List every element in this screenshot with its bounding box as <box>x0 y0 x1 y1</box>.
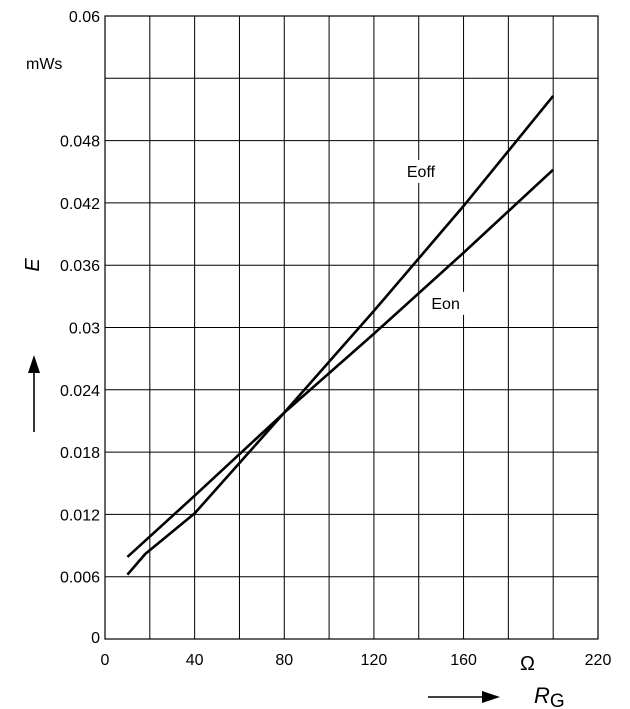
y-tick-label: 0 <box>91 630 100 647</box>
x-tick-labels: 0 40 80 120 160 220 <box>101 652 612 669</box>
y-tick-label: 0.042 <box>60 196 100 213</box>
y-tick-label: 0.006 <box>60 570 100 587</box>
y-tick-label: 0.06 <box>69 9 100 26</box>
series-label-eoff: Eoff <box>407 164 436 181</box>
y-tick-label: 0.012 <box>60 507 100 524</box>
x-axis-label-main: R <box>534 683 550 708</box>
grid <box>104 15 599 640</box>
series-group <box>126 95 555 576</box>
series-label-eon: Eon <box>431 296 459 313</box>
series-line-eoff <box>126 95 555 576</box>
series-label-background <box>393 159 448 183</box>
plot-frame <box>104 15 599 640</box>
y-tick-label: 0.048 <box>60 134 100 151</box>
x-axis-arrow <box>428 691 500 703</box>
y-tick-label: 0.03 <box>69 321 100 338</box>
x-axis-label-subscript: G <box>550 691 565 709</box>
y-axis-label: E <box>22 258 44 272</box>
x-tick-label: 220 <box>585 652 612 669</box>
x-axis-label: RG <box>534 683 565 709</box>
x-tick-label: 120 <box>361 652 388 669</box>
x-axis-unit: Ω <box>520 653 535 675</box>
y-axis-unit: mWs <box>26 56 62 73</box>
series-line-eon <box>126 168 555 558</box>
y-tick-label: 0.018 <box>60 445 100 462</box>
series-label-background <box>423 291 468 315</box>
y-tick-label: 0.024 <box>60 383 100 400</box>
y-tick-labels: 0 0.006 0.012 0.018 0.024 0.03 0.036 0.042 0.048… <box>60 9 100 647</box>
x-tick-label: 160 <box>450 652 477 669</box>
y-axis-arrow <box>28 355 40 432</box>
x-tick-label: 40 <box>186 652 204 669</box>
x-tick-label: 80 <box>275 652 293 669</box>
series-labels: Eoff Eon <box>393 159 468 315</box>
x-tick-label: 0 <box>101 652 110 669</box>
y-tick-label: 0.036 <box>60 258 100 275</box>
